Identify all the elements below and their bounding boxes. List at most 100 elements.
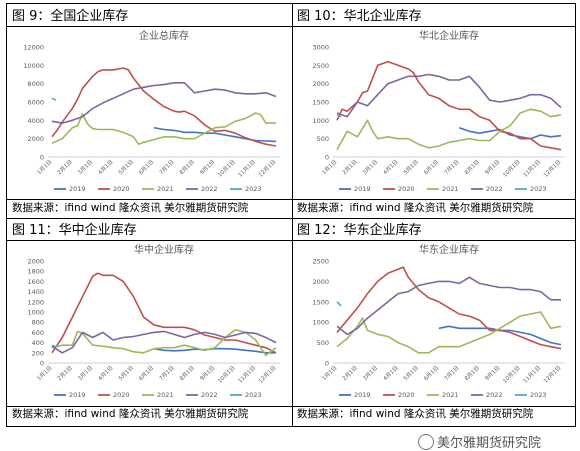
series-2021-line — [336, 311, 562, 354]
x-tick-label: 9月1日 — [484, 364, 502, 382]
chart-title: 华东企业库存 — [419, 243, 479, 256]
y-tick-label: 800 — [32, 319, 44, 327]
y-tick-label: 2500 — [312, 258, 329, 266]
legend-label-2022: 2022 — [486, 185, 503, 193]
series-2020-line — [51, 67, 277, 147]
x-tick-label: 2月1日 — [341, 364, 359, 382]
figure-caption: 图 10：华北企业库存 — [297, 9, 422, 24]
legend-label-2022: 2022 — [201, 185, 218, 193]
y-tick-label: 0 — [325, 360, 329, 368]
y-tick-label: 2000 — [27, 135, 44, 143]
north-china-inventory-chart: 华北企业库存 0 500 1000 1500 2000 2500 3000 1月1日 2月1日 3月… — [312, 29, 565, 193]
x-tick-label: 11月1日 — [522, 158, 542, 178]
series-2020-line — [51, 272, 277, 354]
x-tick-label: 4月1日 — [97, 158, 115, 176]
chart-title: 企业总库存 — [139, 29, 189, 42]
grid-divider — [7, 26, 575, 27]
chart-title: 华北企业库存 — [419, 29, 479, 42]
series-2019-line — [153, 347, 276, 354]
x-tick-label: 11月1日 — [237, 364, 257, 384]
series-2023-line — [51, 344, 57, 348]
y-tick-label: 10000 — [23, 62, 44, 70]
x-tick-label: 12月1日 — [257, 364, 277, 384]
y-tick-label: 1000 — [27, 309, 44, 317]
x-tick-label: 7月1日 — [158, 158, 176, 176]
panel-national: 图 9：全国企业库存 企业总库存 0 2000 4000 6000 8000 10000 12… — [6, 3, 290, 214]
y-tick-label: 1500 — [312, 298, 329, 306]
east-china-inventory-chart: 华东企业库存 0 500 1000 1500 2000 2500 1月1日 2月1日 3月1日 4月… — [312, 243, 565, 399]
series-2020-line — [336, 60, 562, 151]
x-tick-label: 9月1日 — [484, 158, 502, 176]
x-tick-label: 5月1日 — [117, 364, 135, 382]
legend-label-2023: 2023 — [245, 185, 262, 193]
y-tick-label: 12000 — [23, 44, 44, 52]
y-tick-label: 2000 — [312, 80, 329, 88]
series-2019-line — [153, 126, 277, 143]
y-tick-label: 1600 — [27, 278, 44, 286]
x-tick-label: 8月1日 — [178, 364, 196, 382]
watermark-text: 美尔雅期货研究院 — [437, 436, 542, 451]
y-tick-label: 600 — [32, 329, 44, 337]
x-tick-label: 6月1日 — [423, 158, 441, 176]
y-tick-label: 500 — [317, 339, 329, 347]
x-tick-label: 1月1日 — [321, 158, 339, 176]
x-tick-label: 2月1日 — [56, 364, 74, 382]
grid-vertical-divider — [292, 4, 293, 426]
x-tick-label: 7月1日 — [443, 364, 461, 382]
legend-label-2019: 2019 — [69, 185, 86, 193]
legend-label-2023: 2023 — [245, 391, 262, 399]
series-2022-line — [336, 73, 562, 118]
y-tick-label: 500 — [317, 135, 329, 143]
source-note: 数据来源：ifind wind 隆众资讯 美尔雅期货研究院 — [12, 408, 249, 420]
figure-caption: 图 11：华中企业库存 — [12, 223, 137, 238]
source-note: 数据来源：ifind wind 隆众资讯 美尔雅期货研究院 — [297, 202, 534, 214]
y-tick-label: 2000 — [312, 278, 329, 286]
x-tick-label: 6月1日 — [423, 364, 441, 382]
y-tick-label: 1400 — [27, 288, 44, 296]
grid-divider — [7, 240, 575, 241]
series-2022-line — [51, 81, 277, 124]
x-tick-label: 2月1日 — [341, 158, 359, 176]
x-tick-label: 3月1日 — [76, 158, 94, 176]
series-2022-line — [336, 276, 561, 336]
figure-grid — [6, 3, 576, 427]
legend-label-2019: 2019 — [354, 391, 371, 399]
x-tick-label: 4月1日 — [382, 364, 400, 382]
source-note: 数据来源：ifind wind 隆众资讯 美尔雅期货研究院 — [12, 202, 249, 214]
y-tick-label: 0 — [325, 154, 329, 162]
series-2023-line — [336, 301, 342, 307]
series-2022-line — [51, 330, 277, 354]
x-tick-label: 6月1日 — [138, 158, 156, 176]
x-tick-label: 12月1日 — [542, 364, 562, 384]
legend-label-2019: 2019 — [69, 391, 86, 399]
x-tick-label: 8月1日 — [463, 364, 481, 382]
panel-central-china: 图 11：华中企业库存 华中企业库存 0 200 400 600 800 1000 1200 1… — [6, 217, 290, 427]
series-2021-line — [51, 112, 276, 145]
y-tick-label: 0 — [40, 154, 44, 162]
y-tick-label: 400 — [32, 339, 44, 347]
wechat-icon — [418, 434, 434, 450]
y-tick-label: 6000 — [27, 99, 44, 107]
series-2021-line — [336, 108, 562, 151]
legend-label-2022: 2022 — [201, 391, 218, 399]
y-tick-label: 3000 — [312, 44, 329, 52]
x-tick-label: 4月1日 — [97, 364, 115, 382]
legend-label-2023: 2023 — [530, 185, 547, 193]
x-tick-label: 12月1日 — [257, 158, 277, 178]
x-tick-label: 2月1日 — [56, 158, 74, 176]
series-2023-line — [51, 97, 57, 101]
y-tick-label: 1800 — [27, 268, 44, 276]
legend-label-2021: 2021 — [157, 391, 174, 399]
legend-label-2021: 2021 — [442, 391, 459, 399]
panel-east-china: 图 12：华东企业库存 华东企业库存 0 500 1000 1500 2000 2500 1月… — [291, 217, 575, 427]
legend-label-2021: 2021 — [442, 185, 459, 193]
x-tick-label: 5月1日 — [402, 158, 420, 176]
x-tick-label: 10月1日 — [502, 158, 522, 178]
x-tick-label: 11月1日 — [237, 158, 257, 178]
y-tick-label: 0 — [40, 360, 44, 368]
x-tick-label: 4月1日 — [382, 158, 400, 176]
legend-label-2020: 2020 — [398, 185, 415, 193]
x-tick-label: 1月1日 — [36, 158, 54, 176]
x-tick-label: 3月1日 — [361, 158, 379, 176]
x-tick-label: 5月1日 — [117, 158, 135, 176]
